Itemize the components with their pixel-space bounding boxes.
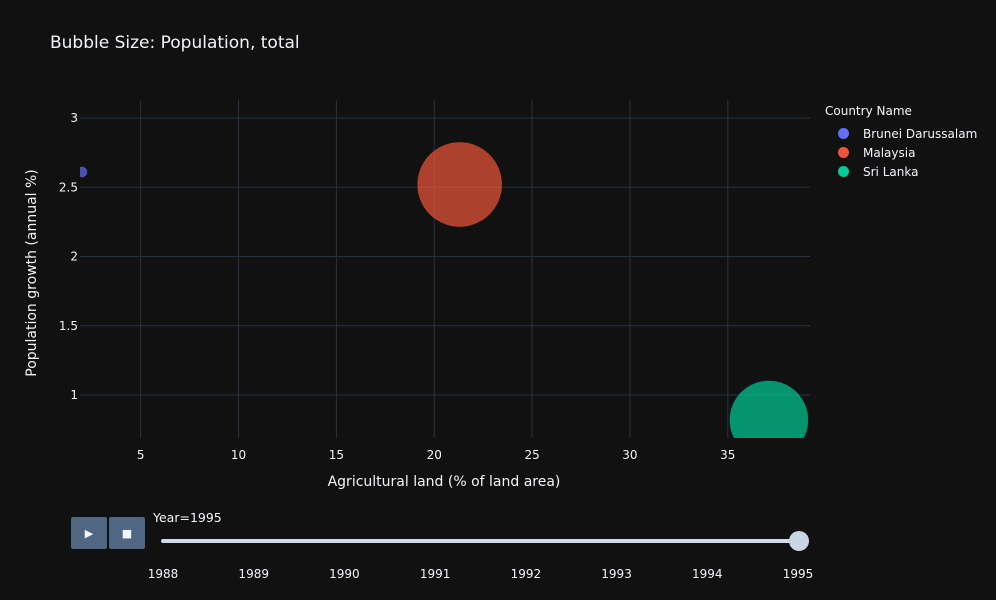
x-tick-label-0: 5 <box>137 448 145 462</box>
x-axis-ticks: 5 10 15 20 25 30 35 <box>137 448 736 462</box>
y-axis-ticks: 1 1.5 2 2.5 3 <box>59 111 78 402</box>
legend: Country Name Brunei Darussalam Malaysia … <box>825 104 977 181</box>
slider-tick-1991[interactable]: 1991 <box>419 567 451 581</box>
legend-item-brunei[interactable]: Brunei Darussalam <box>825 124 977 143</box>
animation-controls: ▶ ■ <box>71 517 145 549</box>
slider-tick-1989[interactable]: 1989 <box>238 567 269 581</box>
y-tick-label-0: 1 <box>70 388 78 402</box>
bubble-brunei-darussalam[interactable] <box>77 166 88 178</box>
slider-tick-1994[interactable]: 1994 <box>692 567 723 581</box>
x-tick-label-5: 30 <box>622 448 637 462</box>
bubble-sri-lanka[interactable] <box>729 380 809 459</box>
legend-marker-malaysia <box>838 147 849 158</box>
x-tick-label-6: 35 <box>720 448 735 462</box>
chart-title: Bubble Size: Population, total <box>50 33 300 53</box>
slider-tick-1992[interactable]: 1992 <box>510 567 542 581</box>
y-tick-label-1: 1.5 <box>59 319 78 333</box>
y-tick-label-2: 2 <box>70 250 78 264</box>
x-tick-label-3: 20 <box>427 448 442 462</box>
bubble-malaysia[interactable] <box>417 142 503 227</box>
legend-label-brunei: Brunei Darussalam <box>863 126 978 141</box>
year-slider-ticks: 1988 1989 1990 1991 1992 1993 1994 1995 <box>0 567 996 585</box>
y-tick-label-4: 3 <box>70 111 78 125</box>
play-icon: ▶ <box>84 526 94 540</box>
legend-marker-sri-lanka <box>838 166 849 177</box>
stop-button[interactable]: ■ <box>109 517 145 549</box>
bubble-layer <box>77 142 809 459</box>
legend-marker-brunei <box>838 128 849 139</box>
legend-item-sri-lanka[interactable]: Sri Lanka <box>825 162 977 181</box>
y-axis-label: Population growth (annual %) <box>24 169 40 377</box>
year-slider-thumb[interactable] <box>789 531 809 551</box>
y-tick-label-3: 2.5 <box>59 180 78 194</box>
slider-current-label: Year=1995 <box>153 510 222 525</box>
grid-lines <box>80 100 810 438</box>
x-tick-label-1: 10 <box>231 448 246 462</box>
play-button[interactable]: ▶ <box>71 517 107 549</box>
legend-label-malaysia: Malaysia <box>863 145 916 160</box>
slider-tick-1990[interactable]: 1990 <box>329 567 360 581</box>
year-slider-track[interactable] <box>161 539 800 543</box>
stop-icon: ■ <box>121 526 133 540</box>
x-tick-label-4: 25 <box>524 448 539 462</box>
legend-item-malaysia[interactable]: Malaysia <box>825 143 977 162</box>
x-axis-label: Agricultural land (% of land area) <box>328 474 561 490</box>
slider-tick-1988[interactable]: 1988 <box>147 567 179 581</box>
legend-label-sri-lanka: Sri Lanka <box>863 164 919 179</box>
slider-tick-1993[interactable]: 1993 <box>601 567 632 581</box>
slider-tick-1995[interactable]: 1995 <box>782 567 814 581</box>
x-tick-label-2: 15 <box>329 448 344 462</box>
legend-title: Country Name <box>825 104 912 118</box>
